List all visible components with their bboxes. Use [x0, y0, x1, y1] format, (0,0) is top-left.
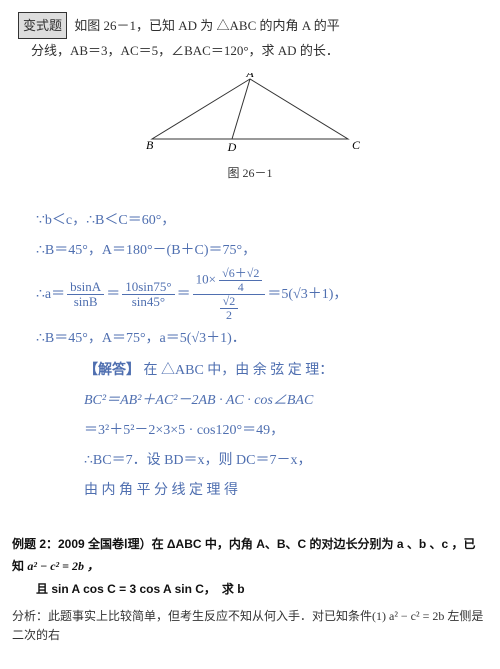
figure-caption: 图 26－1 — [18, 164, 482, 181]
ex2-line2: 且 sin A cos C = 3 cos A sin C， 求 b — [12, 578, 484, 601]
pt-A: A — [245, 73, 254, 80]
problem-line1: 如图 26－1，已知 AD 为 △ABC 的内角 A 的平 — [74, 18, 339, 33]
answer-row3: ＝3²＋5²－2×3×5 · cos120°＝49， — [36, 417, 476, 445]
answer-row2: BC²＝AB²＋AC²－2AB · AC · cos∠BAC — [36, 387, 476, 415]
problem-line2: 分线，AB＝3，AC＝5，∠BAC＝120°，求 AD 的长． — [18, 39, 482, 62]
answer-row1: 【解答】 在 △ABC 中，由 余 弦 定 理： — [36, 355, 476, 385]
pt-D: D — [227, 140, 237, 154]
sol-line2: ∴B＝45°，A＝180°－(B＋C)＝75°， — [36, 237, 476, 265]
sol-line1: ∵b＜c，∴B＜C＝60°， — [36, 207, 476, 235]
sol-line3: ∴a＝ bsinA sinB ＝ 10sin75° sin45° ＝ 10× √… — [36, 267, 476, 323]
example2-block: 例题 2：2009 全国卷Ⅰ理）在 ΔABC 中，内角 A、B、C 的对边长分别… — [0, 527, 500, 605]
solution-block: ∵b＜c，∴B＜C＝60°， ∴B＝45°，A＝180°－(B＋C)＝75°， … — [18, 201, 482, 517]
variant-label: 变式题 — [18, 12, 67, 39]
answer-row4: ∴BC＝7．设 BD＝x，则 DC＝7－x， — [36, 447, 476, 475]
figure-triangle: A B D C — [18, 73, 482, 160]
ex2-formula1: a² − c² = 2b ， — [27, 559, 99, 573]
answer-row5: 由 内 角 平 分 线 定 理 得 — [36, 477, 476, 505]
analysis-line: 分析：此题事实上比较简单，但考生反应不知从何入手．对已知条件(1) a² − c… — [0, 605, 500, 645]
pt-B: B — [146, 138, 154, 152]
pt-C: C — [352, 138, 360, 152]
sol-line4: ∴B＝45°，A＝75°，a＝5(√3＋1)． — [36, 325, 476, 353]
answer-label: 【解答】 — [84, 361, 140, 377]
